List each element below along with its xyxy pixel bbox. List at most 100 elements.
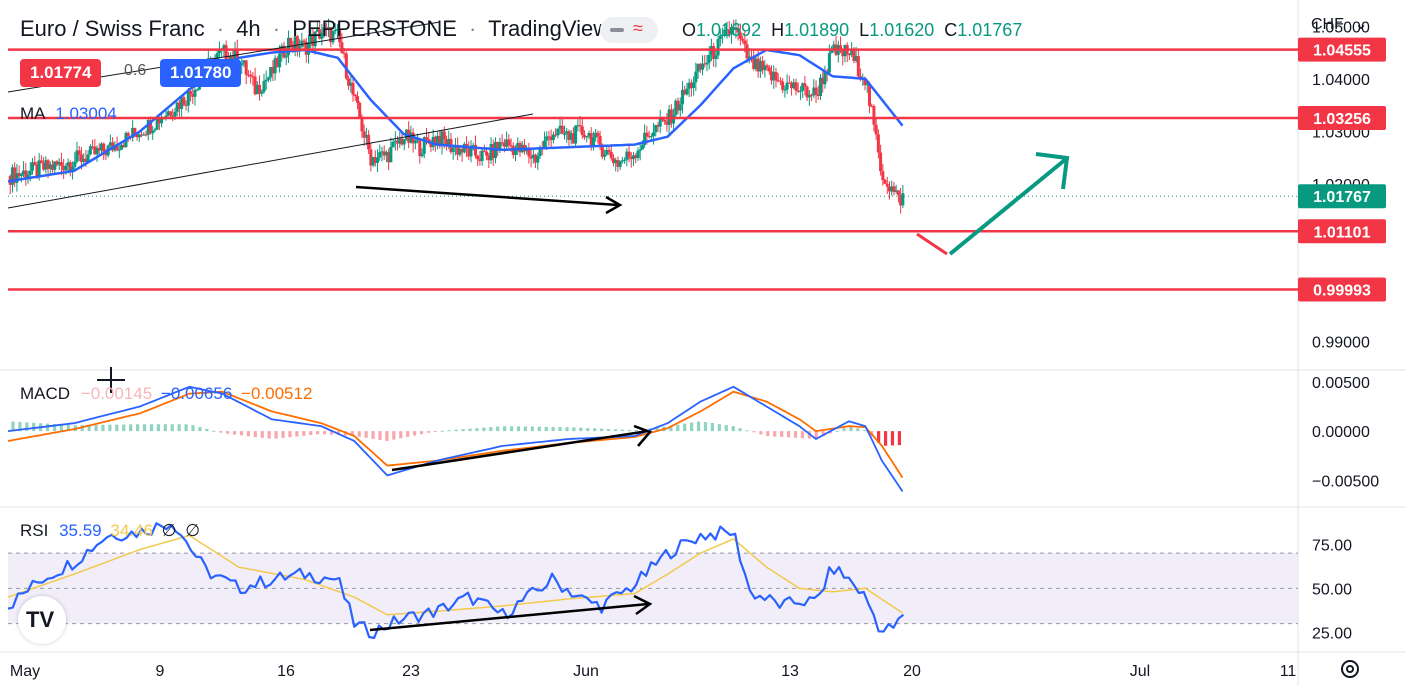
macd-histogram-bar bbox=[66, 424, 70, 432]
price-candle bbox=[331, 31, 335, 43]
logo-text: TV bbox=[26, 607, 55, 632]
macd-histogram-bar bbox=[281, 431, 285, 438]
price-candle bbox=[376, 157, 380, 163]
macd-histogram-bar bbox=[149, 424, 154, 432]
macd-histogram-bar bbox=[246, 431, 251, 437]
price-candle bbox=[393, 140, 397, 142]
currency-button[interactable]: CHF ⌄ bbox=[1311, 14, 1368, 34]
price-candle bbox=[756, 58, 760, 72]
macd-histogram-bar bbox=[766, 431, 770, 437]
price-candle bbox=[901, 193, 905, 206]
level-price-tag bbox=[1298, 277, 1386, 302]
chevron-down-icon: ⌄ bbox=[1354, 16, 1368, 33]
macd-histogram-bar bbox=[454, 429, 458, 432]
macd-histogram-bar bbox=[232, 431, 237, 435]
price-candle bbox=[745, 44, 749, 59]
macd-histogram-bar bbox=[253, 431, 257, 438]
sell-price-button[interactable]: 1.01774 bbox=[20, 59, 102, 87]
tradingview-logo-icon[interactable]: TV bbox=[18, 596, 66, 644]
price-candle bbox=[741, 38, 745, 41]
price-candle bbox=[380, 151, 384, 153]
price-candle bbox=[542, 140, 546, 150]
level-price-tag bbox=[1298, 219, 1386, 244]
macd-histogram-bar bbox=[523, 426, 528, 432]
macd-axis-tick-label: 0.00000 bbox=[1312, 424, 1370, 441]
price-candle bbox=[333, 29, 337, 32]
price-candle bbox=[776, 80, 780, 82]
price-candle bbox=[251, 76, 255, 78]
price-candle bbox=[507, 139, 511, 146]
price-candle bbox=[867, 83, 871, 106]
macd-legend: MACD −0.00145 −0.00656 −0.00512 bbox=[20, 384, 312, 404]
price-candle bbox=[603, 154, 607, 157]
price-candle bbox=[82, 158, 86, 162]
price-candle bbox=[387, 152, 391, 163]
price-candle bbox=[656, 124, 660, 127]
price-candle bbox=[692, 82, 696, 88]
macd-histogram-bar bbox=[620, 429, 624, 432]
price-candle bbox=[696, 64, 700, 72]
price-candle bbox=[95, 148, 99, 155]
time-axis-tick-label: 11 bbox=[1280, 663, 1297, 680]
price-candle bbox=[30, 162, 34, 171]
macd-histogram-bar bbox=[780, 431, 784, 437]
price-candle bbox=[640, 145, 644, 150]
price-candle bbox=[140, 134, 144, 136]
price-candle bbox=[718, 35, 722, 40]
macd-histogram-bar bbox=[717, 424, 721, 432]
price-candle bbox=[473, 144, 477, 156]
data-source: TradingView bbox=[488, 16, 610, 41]
price-candle bbox=[19, 174, 23, 177]
macd-histogram-bar bbox=[683, 423, 687, 432]
price-candle bbox=[26, 175, 30, 179]
rsi-legend: RSI 35.59 34.46 ∅ ∅ bbox=[20, 521, 200, 541]
price-candle bbox=[832, 44, 836, 50]
symbol-name[interactable]: Euro / Swiss Franc bbox=[20, 16, 205, 41]
price-candle bbox=[447, 138, 451, 147]
high-label: H bbox=[771, 20, 785, 40]
price-candle bbox=[810, 94, 814, 96]
macd-histogram-bar bbox=[350, 431, 354, 436]
price-candle bbox=[327, 27, 331, 29]
macd-histogram-bar bbox=[122, 424, 126, 432]
macd-histogram-bar bbox=[142, 424, 147, 432]
interval[interactable]: 4h bbox=[236, 16, 261, 41]
price-candle bbox=[469, 145, 473, 157]
macd-histogram-bar bbox=[786, 431, 791, 438]
macd-histogram-bar bbox=[627, 429, 631, 432]
price-candle bbox=[890, 186, 894, 192]
price-candle bbox=[293, 36, 297, 49]
price-candle bbox=[598, 135, 602, 146]
price-candle bbox=[260, 91, 264, 94]
price-candle bbox=[721, 34, 725, 36]
separator: · bbox=[216, 16, 225, 41]
price-candle bbox=[732, 27, 736, 30]
level-price-label: 1.04555 bbox=[1313, 43, 1371, 60]
price-candle bbox=[28, 170, 32, 176]
price-candle bbox=[892, 186, 896, 192]
price-candle bbox=[378, 152, 382, 158]
price-candle bbox=[625, 151, 629, 160]
macd-histogram-bar bbox=[239, 431, 244, 436]
price-candle bbox=[438, 136, 442, 147]
legend-toggle[interactable]: ≈ bbox=[600, 17, 658, 43]
macd-axis-tick-label: −0.00500 bbox=[1312, 473, 1379, 490]
price-candle bbox=[108, 142, 112, 146]
price-candle bbox=[545, 136, 549, 141]
price-candle bbox=[302, 40, 306, 43]
price-candle bbox=[727, 29, 731, 35]
macd-histogram-bar bbox=[52, 424, 57, 432]
price-candle bbox=[694, 71, 698, 83]
macd-line-value: −0.00656 bbox=[160, 384, 233, 403]
macd-histogram-bar bbox=[163, 424, 167, 432]
price-axis-tick-label: 1.04000 bbox=[1312, 72, 1370, 89]
price-candle bbox=[456, 146, 460, 155]
price-candle bbox=[885, 183, 889, 187]
price-candle bbox=[84, 158, 88, 163]
price-candle bbox=[803, 83, 807, 87]
price-candle bbox=[816, 94, 820, 96]
macd-histogram-bar bbox=[461, 429, 465, 432]
buy-price-button[interactable]: 1.01780 bbox=[160, 59, 242, 87]
macd-histogram-bar bbox=[509, 426, 514, 432]
